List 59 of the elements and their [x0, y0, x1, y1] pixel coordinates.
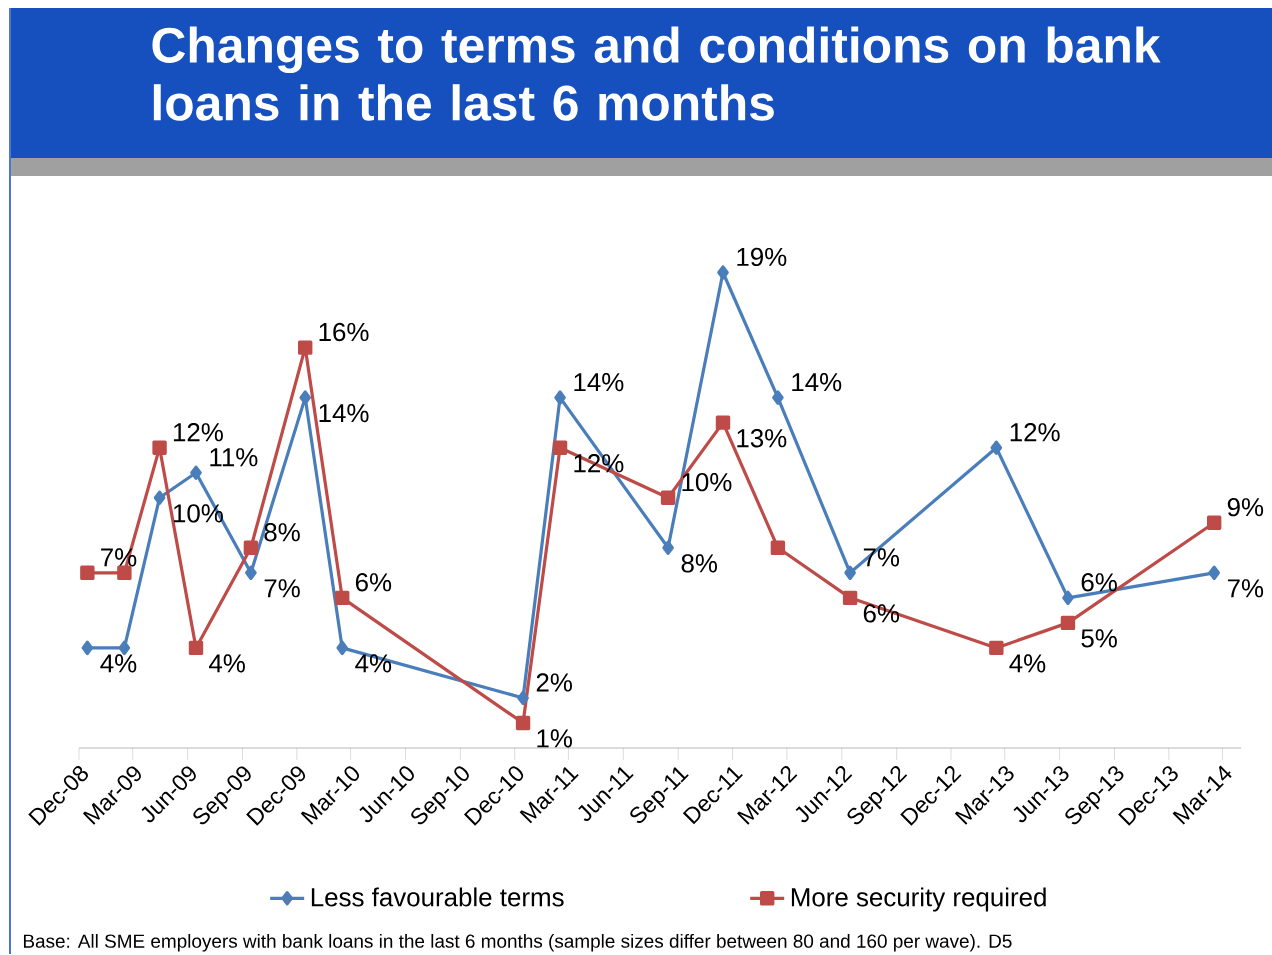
data-label: 4%	[208, 654, 245, 673]
point	[190, 465, 202, 480]
data-label: 8%	[681, 554, 718, 573]
data-label: 8%	[264, 523, 300, 542]
point	[842, 590, 858, 606]
data-label: 10%	[682, 472, 732, 492]
data-label: 14%	[574, 373, 624, 392]
point	[298, 340, 313, 355]
point	[717, 265, 729, 280]
legend-label: Less favourable terms	[311, 887, 564, 907]
point	[715, 415, 731, 430]
point	[335, 590, 350, 606]
point	[844, 565, 856, 581]
point	[81, 640, 94, 656]
point	[153, 490, 166, 505]
data-label: 13%	[737, 429, 787, 448]
data-label: 14%	[792, 373, 842, 392]
legend-label: More security required	[791, 887, 1046, 912]
point	[554, 390, 566, 405]
data-label: 14%	[319, 404, 369, 423]
point	[299, 390, 312, 405]
data-label: 4%	[100, 654, 137, 673]
data-label: 12%	[173, 423, 223, 442]
point	[662, 540, 674, 555]
point	[1060, 615, 1076, 631]
point	[772, 390, 784, 405]
point	[990, 440, 1003, 455]
data-label: 19%	[737, 247, 787, 267]
text: Base: All SME employers with bank loans in the last 6 months (sample sizes differ between 80 and 160 per wave). D5	[23, 933, 1012, 952]
data-label: 1%	[537, 729, 572, 748]
point	[152, 440, 167, 455]
data-label: 16%	[319, 322, 369, 342]
data-label: 5%	[1081, 629, 1117, 648]
data-label: 6%	[355, 573, 392, 592]
data-label: 7%	[1227, 579, 1264, 598]
point	[188, 640, 204, 656]
point	[770, 540, 786, 555]
point	[336, 640, 349, 656]
point	[1208, 565, 1220, 581]
point	[552, 440, 568, 455]
chart-title: Changes to terms and conditions on bank loans in the last 6 months	[152, 26, 1161, 121]
point	[515, 715, 531, 731]
point	[989, 640, 1004, 656]
data-label: 9%	[1227, 498, 1264, 517]
data-label: 11%	[210, 448, 258, 467]
data-label: 4%	[1009, 654, 1046, 673]
data-label: 6%	[863, 604, 900, 623]
data-label: 6%	[1081, 573, 1117, 592]
data-label: 12%	[1010, 423, 1060, 442]
point	[660, 490, 676, 505]
data-label: 4%	[355, 654, 392, 673]
data-label: 7%	[264, 579, 300, 598]
point	[1062, 590, 1074, 606]
point	[243, 540, 259, 555]
point	[517, 690, 529, 706]
data-label: 2%	[536, 673, 572, 692]
point	[80, 565, 95, 581]
point	[1206, 515, 1222, 530]
point	[245, 565, 257, 581]
